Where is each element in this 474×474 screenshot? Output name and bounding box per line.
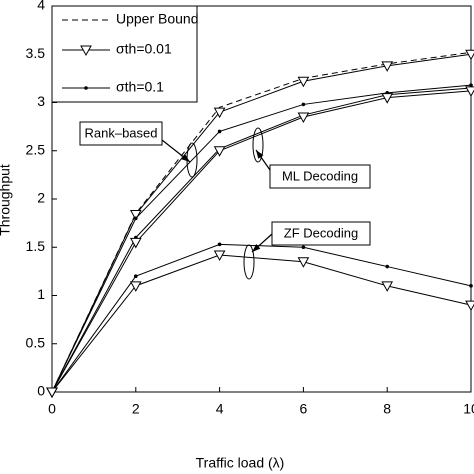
dot-marker	[385, 264, 390, 269]
legend-label: σth=0.1	[116, 79, 164, 95]
series	[46, 250, 474, 399]
y-tick-label: 2.5	[26, 141, 46, 157]
annotation-box	[79, 121, 163, 146]
annotation-ellipse	[243, 244, 255, 280]
triangle-marker	[129, 281, 142, 292]
annotation-arrowhead	[256, 150, 264, 159]
x-tick-label: 2	[132, 401, 140, 417]
annotation-text: ZF Decoding	[284, 225, 358, 240]
triangle-marker	[213, 146, 226, 157]
annotation-arrowhead	[252, 244, 261, 252]
y-tick-label: 3	[37, 93, 45, 109]
annotation-box	[271, 221, 371, 246]
triangle-marker	[213, 107, 226, 119]
annotation-text: ML Decoding	[282, 168, 358, 183]
dot-marker	[301, 245, 306, 250]
triangle-marker	[297, 257, 310, 268]
y-tick-label: 0	[37, 383, 45, 399]
x-tick-label: 10	[463, 401, 474, 417]
triangle-marker	[129, 237, 142, 249]
series-line	[51, 84, 472, 393]
legend-marker	[80, 45, 92, 57]
triangle-marker	[297, 76, 310, 88]
y-tick-label: 3.5	[26, 45, 46, 61]
y-tick-label: 4	[37, 0, 45, 13]
x-tick-label: 6	[300, 401, 308, 417]
legend-label: σth=0.01	[116, 41, 172, 57]
y-tick-label: 0.5	[26, 334, 46, 350]
x-tick-label: 8	[383, 401, 391, 417]
triangle-marker	[381, 93, 394, 104]
y-tick-label: 1	[37, 286, 45, 302]
triangle-marker	[297, 112, 310, 124]
x-tick-label: 0	[48, 401, 56, 417]
annotation-ellipse	[252, 127, 264, 163]
triangle-marker	[129, 209, 142, 221]
y-axis-label: Throughput	[0, 164, 13, 236]
series	[50, 242, 473, 394]
dot-marker	[217, 242, 222, 247]
legend-label: Upper Bound	[116, 11, 199, 27]
series-line	[51, 51, 472, 393]
legend-box	[51, 5, 198, 103]
triangle-marker	[381, 281, 394, 292]
series-line	[51, 254, 472, 393]
series	[51, 51, 472, 393]
x-axis-label: Traffic load (λ)	[196, 455, 285, 471]
series-line	[51, 243, 472, 393]
annotation-arrowhead	[181, 154, 190, 162]
annotation-text: Rank–based	[85, 125, 158, 140]
dot-marker	[469, 83, 473, 87]
y-tick-label: 1.5	[26, 238, 46, 254]
series-line	[51, 53, 472, 393]
dot-marker	[301, 102, 306, 107]
triangle-marker	[381, 61, 394, 72]
annotation-box	[269, 164, 371, 189]
triangle-marker	[46, 387, 58, 399]
legend-marker	[84, 86, 88, 90]
dot-marker	[217, 129, 222, 134]
dot-marker	[469, 284, 473, 288]
x-tick-label: 4	[216, 401, 224, 417]
triangle-marker	[465, 300, 474, 312]
y-tick-label: 2	[37, 190, 45, 206]
triangle-marker	[213, 250, 226, 261]
dot-marker	[134, 274, 138, 279]
dot-marker	[134, 216, 138, 221]
